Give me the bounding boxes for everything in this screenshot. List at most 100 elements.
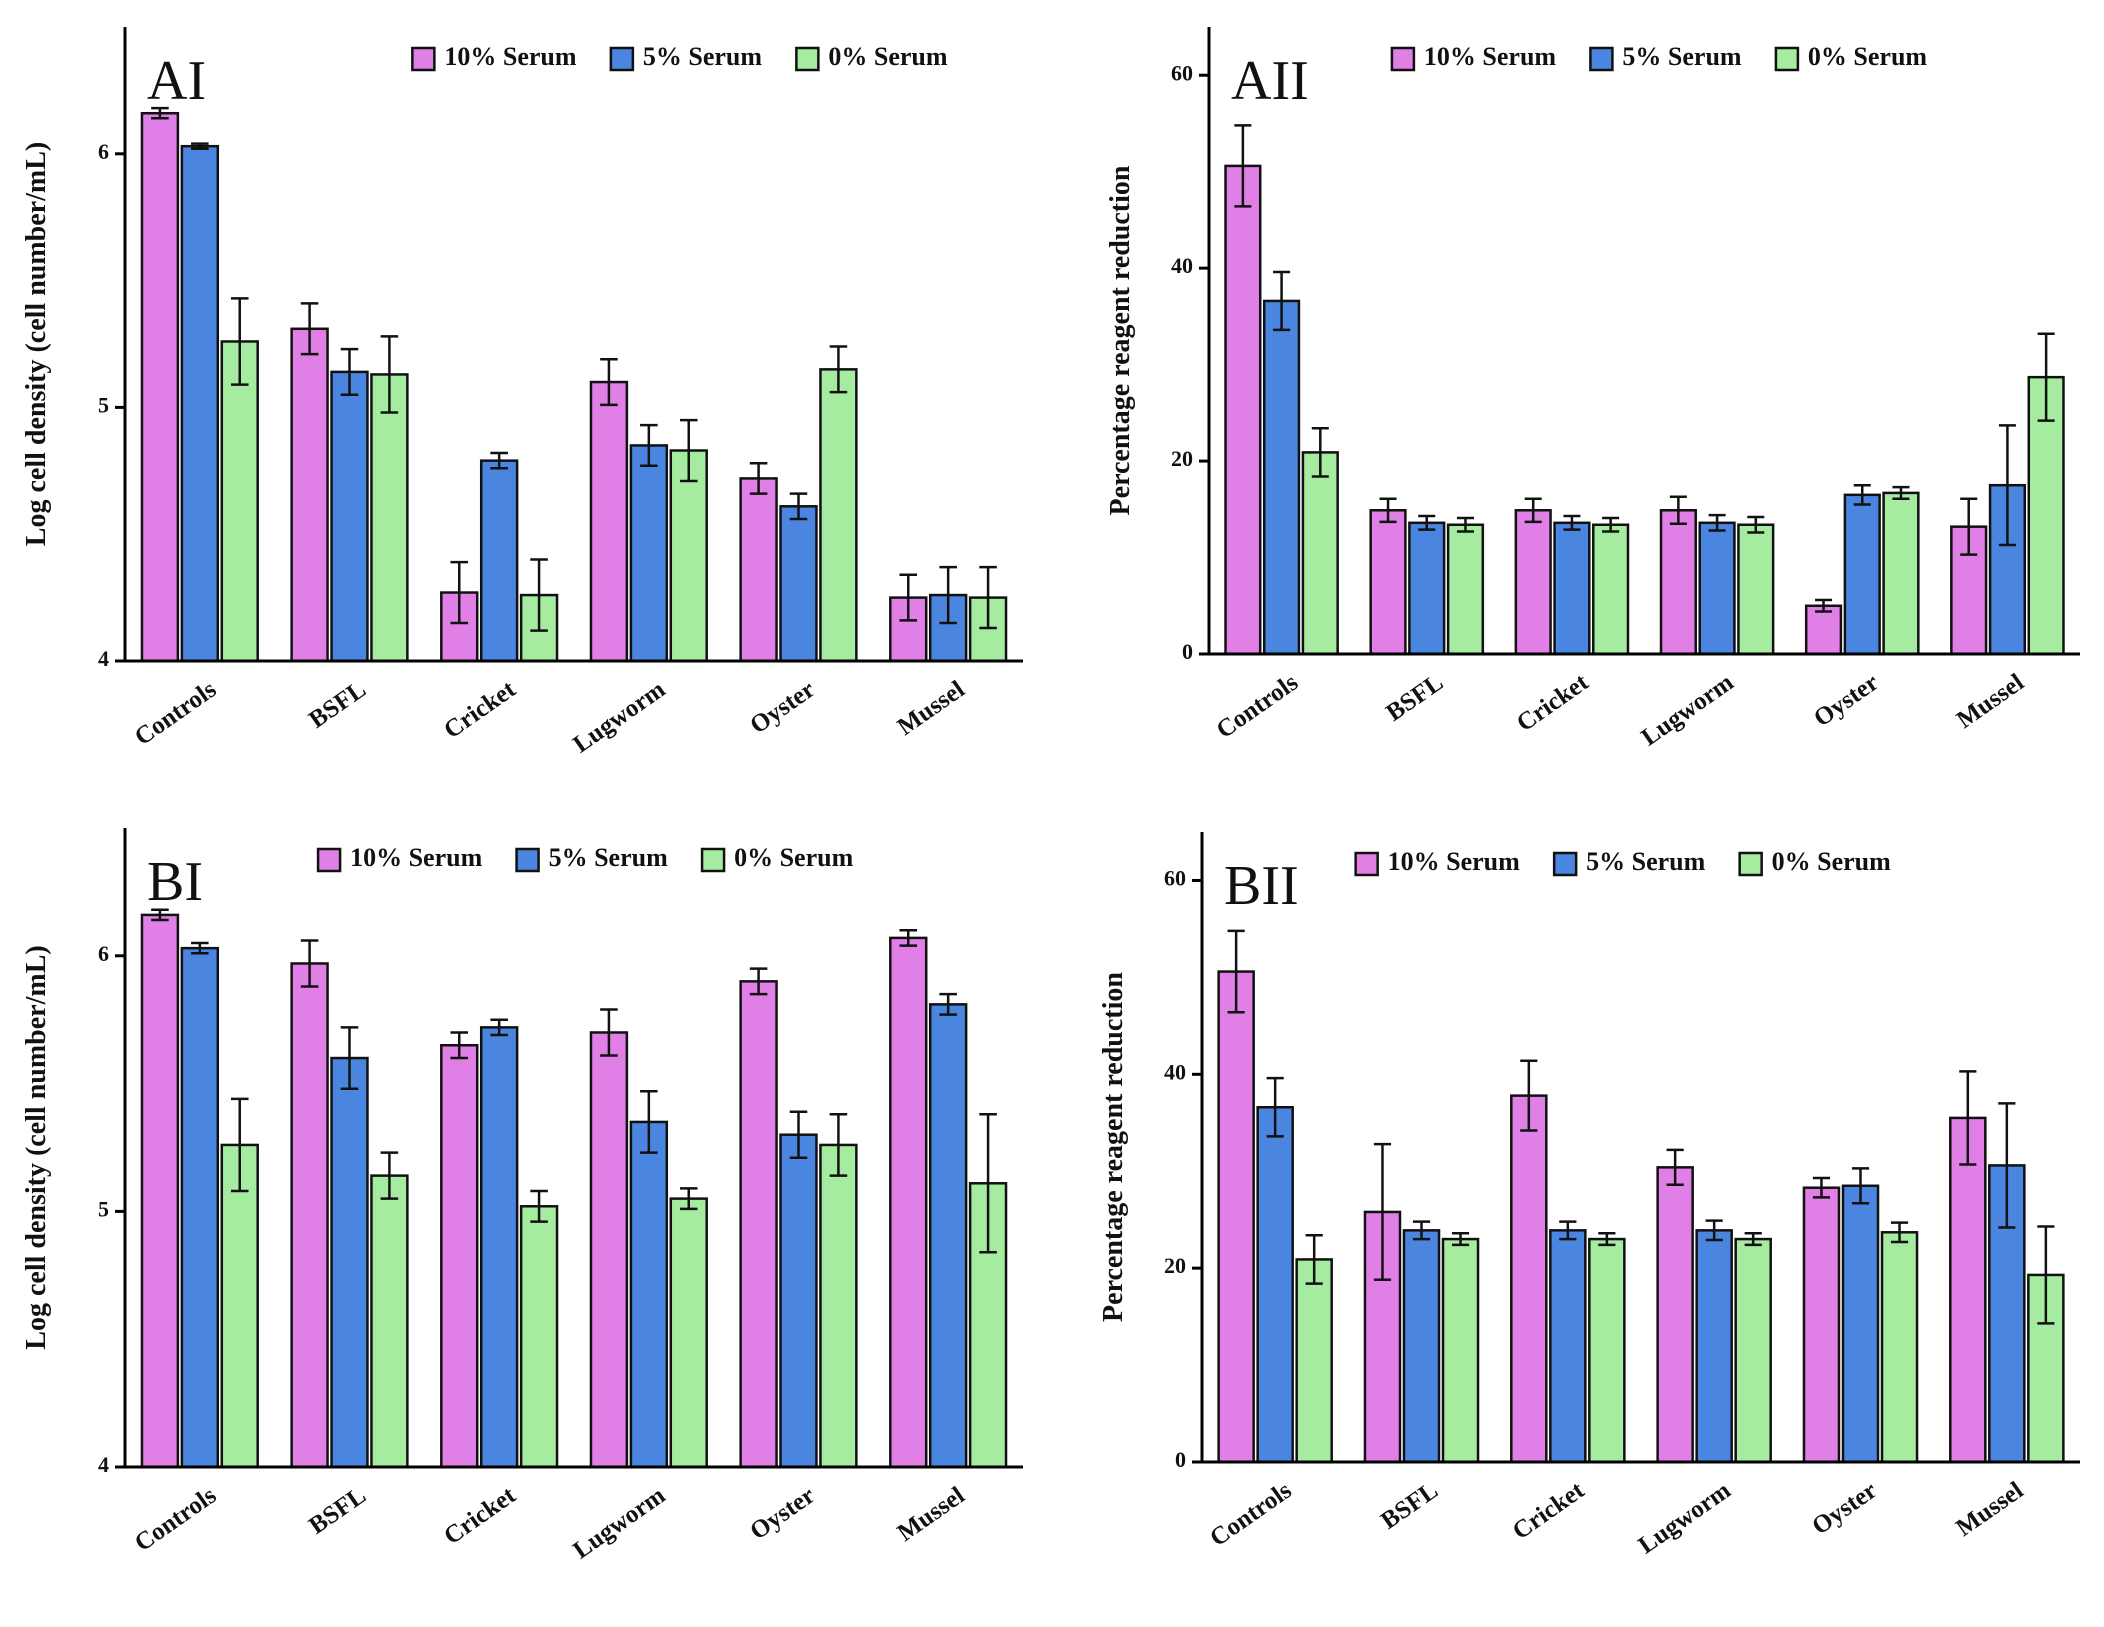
bar — [330, 370, 369, 663]
x-tick-label: Oyster — [1809, 669, 1884, 733]
bar — [519, 1205, 559, 1469]
y-axis-label: Log cell density (cell number/mL) — [21, 945, 52, 1349]
y-tick-label: 60 — [1171, 60, 1193, 85]
y-tick-label: 60 — [1164, 866, 1186, 891]
legend-swatch — [1738, 851, 1763, 877]
bar — [1224, 164, 1262, 656]
bar — [1514, 509, 1552, 656]
legend-label: 5% Serum — [1622, 42, 1742, 71]
bar — [290, 962, 329, 1469]
panel: 4 5 6 Controls BSFL Cricket Lugworm Oyster Musse… — [21, 27, 1023, 758]
panel: 0 20 40 60 Controls BSFL Cricket Lugworm Oyster M… — [1098, 832, 2080, 1559]
legend-swatch — [1774, 46, 1800, 72]
x-tick-label: Cricket — [439, 675, 521, 744]
y-tick-label: 6 — [98, 139, 109, 164]
legend-swatch — [700, 847, 726, 873]
legend-swatch — [795, 46, 820, 72]
bar — [1802, 1186, 1841, 1464]
y-tick-label: 5 — [98, 1196, 109, 1221]
legend-swatch — [515, 847, 540, 873]
bar — [180, 946, 220, 1469]
bar — [370, 1174, 409, 1469]
x-tick-label: Controls — [1205, 1477, 1297, 1552]
x-tick-label: Controls — [1212, 669, 1304, 744]
bar — [1695, 1229, 1733, 1464]
panel-title: AII — [1231, 50, 1309, 112]
x-tick-label: Mussel — [893, 676, 970, 741]
bar — [1510, 1094, 1548, 1464]
bar — [1843, 493, 1881, 656]
panel: 4 5 6 Controls BSFL Cricket Lugworm Oyster Musse… — [21, 828, 1023, 1564]
x-tick-label: Cricket — [439, 1481, 521, 1550]
bar — [928, 1003, 968, 1469]
x-tick-label: Mussel — [893, 1482, 970, 1547]
bar — [779, 505, 818, 663]
bar — [1804, 604, 1843, 656]
legend-label: 0% Serum — [828, 42, 948, 71]
bar — [629, 444, 669, 663]
panel-title: BI — [147, 851, 203, 913]
bar — [1949, 1116, 1987, 1464]
legend-label: 5% Serum — [643, 42, 763, 71]
bar — [220, 340, 259, 663]
y-tick-label: 20 — [1164, 1253, 1186, 1278]
bar — [180, 144, 220, 663]
legend-label: 0% Serum — [1808, 42, 1928, 71]
bar — [739, 980, 778, 1469]
bar — [140, 111, 180, 663]
bar — [330, 1056, 369, 1469]
legend-label: 0% Serum — [1772, 847, 1892, 876]
legend-label: 10% Serum — [350, 843, 483, 872]
bar — [1698, 521, 1736, 656]
bar — [1737, 523, 1775, 656]
bar — [1592, 523, 1630, 656]
legend-swatch — [1390, 46, 1416, 72]
y-tick-label: 40 — [1164, 1059, 1186, 1084]
y-tick-label: 0 — [1175, 1447, 1186, 1472]
bar — [1656, 1166, 1694, 1464]
y-tick-label: 4 — [98, 646, 109, 671]
bar — [220, 1143, 259, 1469]
panel-title: BII — [1224, 855, 1299, 917]
x-tick-label: Oyster — [1807, 1477, 1882, 1541]
bar — [589, 1031, 629, 1469]
legend-label: 5% Serum — [1586, 847, 1706, 876]
bar — [629, 1120, 669, 1469]
x-tick-label: Lugworm — [1637, 669, 1739, 752]
x-tick-label: BSFL — [304, 1482, 371, 1540]
bar — [1408, 521, 1446, 656]
y-axis-label: Percentage reagent reduction — [1098, 972, 1129, 1322]
bar — [370, 373, 409, 663]
x-tick-label: Mussel — [1951, 1477, 2028, 1542]
bar — [1880, 1231, 1919, 1464]
bar — [1734, 1237, 1772, 1464]
bar — [1262, 299, 1301, 656]
x-tick-label: Controls — [130, 676, 222, 751]
x-tick-label: Lugworm — [568, 676, 670, 759]
legend-label: 5% Serum — [549, 843, 669, 872]
x-tick-label: BSFL — [1381, 669, 1448, 727]
bar — [1553, 521, 1591, 656]
bar — [1369, 509, 1407, 656]
x-tick-label: Lugworm — [1634, 1477, 1736, 1560]
bar — [440, 1044, 479, 1469]
legend-label: 10% Serum — [1388, 847, 1521, 876]
bar — [1441, 1237, 1480, 1464]
y-tick-label: 4 — [98, 1452, 109, 1477]
legend-swatch — [609, 46, 635, 72]
bar — [1841, 1184, 1880, 1464]
bar — [479, 1026, 519, 1469]
bar — [819, 1143, 858, 1469]
y-tick-label: 40 — [1171, 253, 1193, 278]
panel-title: AI — [147, 50, 206, 112]
x-tick-label: Oyster — [745, 676, 820, 740]
x-tick-label: Cricket — [1512, 668, 1594, 737]
y-tick-label: 5 — [98, 392, 109, 417]
x-tick-label: Oyster — [745, 1482, 820, 1546]
bar — [1446, 523, 1485, 656]
bar — [1549, 1229, 1587, 1464]
bar — [889, 936, 928, 1469]
bar — [779, 1133, 818, 1469]
x-tick-label: BSFL — [304, 676, 371, 734]
bar — [589, 380, 629, 663]
